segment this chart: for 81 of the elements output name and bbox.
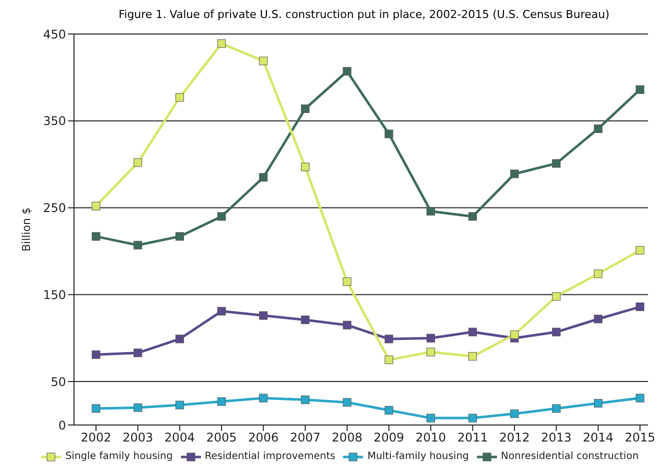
point xyxy=(636,394,644,402)
point xyxy=(636,302,644,312)
point xyxy=(300,316,310,324)
point xyxy=(594,124,602,133)
point xyxy=(92,350,100,359)
point xyxy=(259,56,268,66)
point xyxy=(134,240,142,250)
point xyxy=(468,414,477,422)
point xyxy=(384,130,394,138)
x-tick-label: 2014 xyxy=(582,430,614,445)
x-tick-label: 2008 xyxy=(332,430,362,445)
point xyxy=(468,328,477,336)
point xyxy=(342,277,352,286)
point xyxy=(134,348,142,358)
y-tick-label: 150 xyxy=(43,288,66,302)
point xyxy=(217,397,226,406)
legend-label: Multi-family housing xyxy=(366,451,469,462)
point xyxy=(175,232,184,241)
y-tick-label: 50 xyxy=(50,374,66,389)
point xyxy=(636,246,644,255)
legend-label: Nonresidential construction xyxy=(500,451,639,462)
point xyxy=(259,394,268,402)
point xyxy=(384,356,394,364)
point xyxy=(552,292,561,301)
point xyxy=(426,207,436,216)
y-tick-label: 450 xyxy=(43,27,66,42)
y-tick-label: 0 xyxy=(58,418,66,432)
x-tick-label: 2002 xyxy=(80,430,112,445)
point xyxy=(384,334,394,344)
y-tick-label: 350 xyxy=(43,114,66,128)
x-tick-label: 2011 xyxy=(457,430,488,445)
x-tick-label: 2007 xyxy=(290,430,321,445)
point xyxy=(594,314,602,324)
point xyxy=(594,399,602,408)
x-tick-label: 2003 xyxy=(122,430,154,445)
point xyxy=(217,212,226,221)
point xyxy=(217,39,226,48)
point xyxy=(134,158,142,167)
x-tick-label: 2015 xyxy=(624,430,656,445)
point xyxy=(468,352,477,361)
chart-title: Figure 1. Value of private U.S. construction put in place, 2002-2015 (U.S. Census Bureau) xyxy=(118,8,610,23)
point xyxy=(134,403,142,412)
point xyxy=(510,409,519,418)
point xyxy=(342,398,352,407)
x-tick-label: 2010 xyxy=(415,430,446,445)
point xyxy=(552,159,561,168)
point xyxy=(175,93,184,102)
x-tick-label: 2006 xyxy=(248,430,279,445)
point xyxy=(426,334,436,342)
point xyxy=(510,330,519,339)
x-tick-label: 2013 xyxy=(541,430,572,445)
point xyxy=(175,334,184,344)
point xyxy=(259,173,268,182)
x-tick-label: 2005 xyxy=(206,430,237,445)
point xyxy=(300,162,310,172)
y-axis-title: Billion $ xyxy=(20,208,33,252)
point xyxy=(384,406,394,414)
legend-label: Residential improvements xyxy=(204,451,336,462)
x-tick-label: 2004 xyxy=(164,430,195,445)
point xyxy=(552,328,561,336)
x-tick-label: 2009 xyxy=(374,430,404,445)
point xyxy=(92,404,100,413)
point xyxy=(552,404,561,413)
point xyxy=(175,400,184,410)
point xyxy=(594,270,602,278)
point xyxy=(92,202,100,210)
legend-label: Single family housing xyxy=(64,451,173,462)
x-tick-label: 2012 xyxy=(499,430,530,445)
point xyxy=(510,170,519,178)
point xyxy=(426,414,436,422)
point xyxy=(342,67,352,76)
point xyxy=(300,396,310,404)
y-tick-label: 250 xyxy=(43,201,66,216)
point xyxy=(426,348,436,356)
point xyxy=(468,212,477,221)
point xyxy=(92,232,100,241)
point xyxy=(217,306,226,316)
point xyxy=(259,311,268,320)
point xyxy=(300,104,310,113)
point xyxy=(342,320,352,330)
point xyxy=(636,85,644,94)
